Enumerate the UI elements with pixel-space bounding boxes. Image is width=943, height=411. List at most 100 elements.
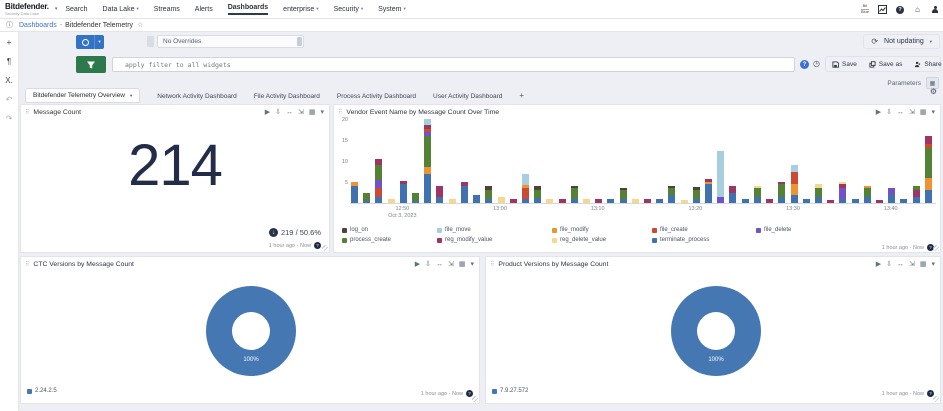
widget-menu-icon[interactable]: ▾ (320, 109, 324, 116)
stacked-bar[interactable] (644, 198, 651, 203)
finalized-indicator-icon[interactable]: ? (314, 242, 321, 249)
export-icon[interactable]: ⇩ (886, 109, 892, 116)
stacked-bar[interactable] (558, 198, 566, 203)
redo-icon[interactable]: ↷ (5, 114, 13, 123)
stacked-bar[interactable] (900, 198, 908, 203)
expand-icon[interactable]: ⇲ (908, 109, 915, 116)
bitdefender-logo[interactable]: Bitdefender. Security Data Lake (5, 2, 49, 16)
legend-item-reg_delete_value[interactable]: reg_delete_value (552, 237, 606, 243)
stacked-bar[interactable] (753, 186, 761, 203)
finalized-indicator-icon[interactable]: ? (466, 390, 473, 397)
filter-input[interactable] (112, 57, 795, 72)
stacked-bar[interactable] (827, 199, 835, 203)
workspace-caret-icon[interactable]: ▾ (54, 6, 58, 12)
text-panel-icon[interactable]: ¶ (6, 57, 12, 66)
refresh-icon[interactable]: ⟳ (871, 37, 879, 46)
stacked-bar[interactable] (595, 198, 603, 203)
stacked-bar[interactable] (448, 198, 456, 203)
stacked-bar[interactable] (631, 198, 639, 203)
legend-item-process_create[interactable]: process_create (342, 237, 391, 243)
fit-width-icon[interactable]: ↔ (285, 109, 293, 116)
donut-chart[interactable]: 100% (206, 286, 296, 376)
stacked-bar[interactable] (729, 186, 737, 203)
chart-type-icon[interactable]: ▦ (919, 261, 927, 268)
stacked-bar[interactable] (668, 186, 676, 203)
stacked-bar[interactable] (656, 198, 664, 203)
run-icon[interactable]: ▶ (875, 109, 882, 116)
export-icon[interactable]: ⇩ (425, 261, 431, 268)
stacked-bar[interactable] (582, 198, 590, 203)
override-scope-button[interactable]: ▾ (76, 35, 104, 49)
run-icon[interactable]: ▶ (875, 261, 882, 268)
nav-item-streams[interactable]: Streams (153, 5, 180, 13)
apply-filter-button[interactable] (76, 56, 106, 73)
expand-icon[interactable]: ⇲ (908, 261, 915, 268)
resize-handle[interactable] (933, 245, 939, 251)
nav-item-alerts[interactable]: Alerts (194, 5, 213, 13)
stacked-bar[interactable] (521, 173, 529, 203)
stacked-bar[interactable] (351, 182, 358, 203)
stacked-bar[interactable] (741, 198, 749, 203)
tab-user-activity-dashboard[interactable]: User Activity Dashboard (433, 93, 503, 100)
stacked-bar[interactable] (436, 186, 444, 203)
stacked-bar[interactable] (875, 199, 883, 203)
stacked-bar[interactable] (766, 198, 774, 203)
account-icon[interactable] (931, 5, 939, 14)
chart-type-icon[interactable]: ▦ (919, 109, 927, 116)
stacked-bar[interactable] (692, 187, 700, 203)
drag-handle-icon[interactable]: ⠿ (25, 110, 30, 116)
stacked-bar[interactable] (680, 199, 688, 203)
stacked-bar[interactable] (534, 186, 542, 203)
override-scrollbar[interactable] (297, 37, 302, 46)
refresh-control[interactable]: ⟳ Not updating ▾ (863, 34, 940, 49)
fit-width-icon[interactable]: ↔ (896, 261, 904, 268)
add-tab-button[interactable]: + (519, 91, 525, 100)
export-icon[interactable]: ⇩ (886, 261, 892, 268)
stacked-bar[interactable] (888, 188, 896, 203)
finalized-indicator-icon[interactable]: ? (927, 390, 934, 397)
variables-icon[interactable]: X. (5, 76, 13, 85)
stacked-bar[interactable] (363, 192, 371, 203)
stacked-bar[interactable] (375, 158, 383, 203)
refresh-caret-icon[interactable]: ▾ (929, 38, 932, 44)
override-field[interactable]: No Overrides (157, 35, 304, 48)
stacked-bar[interactable] (839, 182, 847, 203)
drag-handle-icon[interactable]: ⠿ (338, 110, 343, 116)
home-icon[interactable]: ⌂ (915, 5, 920, 14)
legend-item-file_modify[interactable]: file_modify (552, 227, 589, 233)
favorite-star-icon[interactable]: ☆ (137, 22, 144, 29)
stacked-bar[interactable] (570, 186, 578, 203)
export-icon[interactable]: ⇩ (275, 109, 281, 116)
fit-width-icon[interactable]: ↔ (896, 109, 904, 116)
stacked-bar[interactable] (814, 184, 822, 203)
help-icon[interactable]: ? (896, 5, 904, 14)
legend-item-file_create[interactable]: file_create (652, 227, 688, 233)
stacked-bar[interactable] (546, 198, 554, 203)
stacked-bar[interactable] (717, 150, 725, 203)
legend-item-reg_modify_value[interactable]: reg_modify_value (437, 237, 492, 243)
widget-menu-icon[interactable]: ▾ (470, 261, 474, 268)
fit-width-icon[interactable]: ↔ (435, 261, 443, 268)
time-skip-icon[interactable]: ◷ (813, 59, 820, 68)
add-icon[interactable]: + (6, 38, 12, 47)
share-button[interactable]: Share (908, 61, 943, 68)
stacked-bar[interactable] (607, 198, 615, 203)
stacked-bar[interactable] (802, 198, 810, 203)
stacked-bar[interactable] (863, 186, 871, 203)
stacked-bar[interactable] (851, 198, 859, 203)
widget-menu-icon[interactable]: ▾ (931, 109, 935, 116)
stacked-bar[interactable] (412, 192, 420, 203)
stacked-bar[interactable] (387, 198, 395, 203)
stacked-bar[interactable] (619, 188, 627, 203)
tab-network-activity-dashboard[interactable]: Network Activity Dashboard (157, 93, 237, 100)
info-icon[interactable]: ⓘ (6, 22, 13, 29)
chart-type-icon[interactable]: ▦ (458, 261, 466, 268)
drag-handle-icon[interactable]: ⠿ (25, 262, 30, 268)
stacked-bar[interactable] (497, 196, 505, 203)
stacked-bar[interactable] (705, 178, 713, 203)
resize-handle[interactable] (322, 245, 328, 251)
stacked-bar[interactable] (485, 186, 493, 203)
tab-file-activity-dashboard[interactable]: File Activity Dashboard (253, 93, 320, 100)
activity-chart-icon[interactable] (878, 5, 887, 14)
run-icon[interactable]: ▶ (414, 261, 421, 268)
